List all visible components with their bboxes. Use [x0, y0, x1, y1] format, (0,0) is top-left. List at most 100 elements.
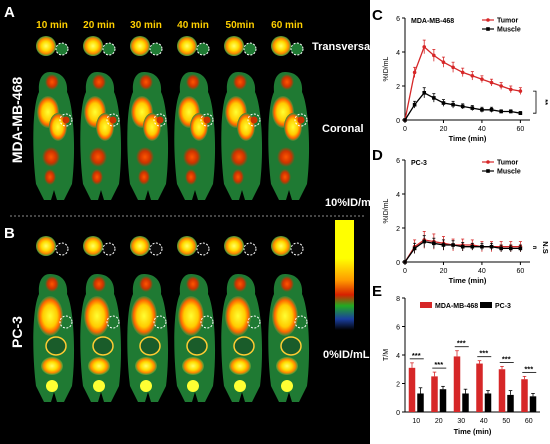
y-tick-label: 0 [396, 260, 400, 267]
chart-e: 0 2 4 6 8 T/M Time (min) 10 *** 20 *** 30 *** 40 *** 50… [383, 296, 540, 436]
significance-label: *** [434, 360, 443, 369]
x-tick-label: 30 [457, 418, 465, 425]
pet-images [33, 36, 310, 402]
x-axis-label: Time (min) [449, 134, 487, 143]
color-scale-bar [335, 220, 354, 330]
transversal-image-a-4 [224, 36, 257, 56]
x-tick-label: 10 [412, 418, 420, 425]
legend-swatch [420, 302, 432, 308]
data-point [460, 70, 465, 75]
legend-label: Muscle [497, 27, 521, 34]
bar-pc3-60 [529, 396, 537, 412]
legend-marker [486, 160, 490, 164]
y-tick-label: 2 [396, 226, 400, 233]
bar-mda-50 [498, 369, 506, 412]
coronal-image-b-4 [221, 274, 263, 402]
panel-label-e: E [372, 283, 382, 300]
bar-pc3-20 [439, 389, 447, 412]
significance-label: *** [457, 339, 466, 348]
data-point [441, 101, 446, 105]
data-point [489, 80, 494, 85]
transversal-image-a-2 [130, 36, 163, 56]
data-point [432, 96, 436, 100]
transversal-image-a-0 [36, 36, 69, 56]
data-point [470, 74, 475, 78]
coronal-image-a-4 [221, 72, 263, 200]
time-label-3: 40 min [177, 20, 209, 31]
group-label-pc3: PC-3 [9, 316, 25, 348]
significance-label: N.S [541, 241, 550, 254]
transversal-image-a-5 [271, 36, 304, 56]
tumor-roi-circle [196, 42, 210, 56]
tumor-roi-circle [149, 42, 163, 56]
transversal-image-b-5 [271, 236, 304, 256]
data-point [422, 91, 427, 95]
y-tick-label: 4 [396, 192, 400, 199]
data-point [412, 246, 417, 251]
tumor-roi-circle [55, 42, 69, 56]
x-axis-label: Time (min) [454, 427, 492, 436]
tumor-roi-circle [153, 315, 167, 329]
data-point [480, 244, 484, 249]
data-point [451, 243, 455, 247]
tumor-roi-circle [243, 242, 257, 256]
y-axis-label: %ID/mL [383, 198, 390, 223]
coronal-image-a-5 [268, 72, 310, 200]
panel-label-d: D [372, 147, 383, 164]
tumor-roi-circle [102, 42, 116, 56]
data-point [480, 77, 484, 81]
x-tick-label: 20 [440, 126, 448, 133]
data-point [460, 244, 465, 249]
y-tick-label: 0 [396, 118, 400, 125]
transversal-image-b-4 [224, 236, 257, 256]
group-label-mda: MDA-MB-468 [9, 77, 25, 164]
tumor-roi-circle [290, 42, 304, 56]
y-axis-label: T/M [383, 349, 390, 361]
tumor-roi-circle [55, 242, 69, 256]
significance-label: *** [502, 354, 511, 363]
data-point [499, 109, 503, 114]
coronal-image-a-0 [33, 72, 75, 200]
significance-label: *** [412, 351, 421, 360]
bar-pc3-10 [417, 393, 424, 412]
coronal-label: Coronal [322, 123, 364, 135]
data-point [412, 102, 417, 107]
y-tick-label: 6 [396, 325, 400, 332]
coronal-image-b-5 [268, 274, 310, 402]
tumor-roi-circle [200, 113, 214, 127]
tumor-roi-circle [290, 242, 304, 256]
tumor-roi-circle [106, 315, 120, 329]
coronal-image-b-1 [80, 274, 122, 402]
x-tick-label: 60 [516, 268, 524, 275]
tumor-roi-circle [200, 315, 214, 329]
panel-label-c: C [372, 7, 383, 24]
tumor-roi-circle [149, 242, 163, 256]
tumor-roi-circle [59, 315, 73, 329]
tumor-roi-circle [153, 113, 167, 127]
x-tick-label: 20 [440, 268, 448, 275]
bar-pc3-40 [484, 393, 492, 412]
time-label-5: 60 min [271, 20, 303, 31]
series-line-tumor [404, 45, 521, 121]
coronal-image-b-3 [174, 274, 216, 402]
data-point [518, 89, 523, 93]
coronal-image-b-2 [127, 274, 169, 402]
tumor-roi-circle [102, 242, 116, 256]
time-label-0: 10 min [36, 20, 68, 31]
time-label-1: 20 min [83, 20, 115, 31]
y-tick-label: 8 [396, 296, 400, 303]
data-point [508, 87, 513, 92]
y-tick-label: 6 [396, 16, 400, 23]
x-tick-label: 50 [502, 418, 510, 425]
legend-label: Muscle [497, 169, 521, 176]
data-point [518, 111, 523, 115]
x-tick-label: 40 [480, 418, 488, 425]
x-tick-label: 20 [435, 418, 443, 425]
data-point [412, 70, 417, 75]
coronal-image-a-3 [174, 72, 216, 200]
transversal-image-a-3 [177, 36, 210, 56]
tumor-roi-circle [106, 113, 120, 127]
data-point [432, 241, 436, 246]
